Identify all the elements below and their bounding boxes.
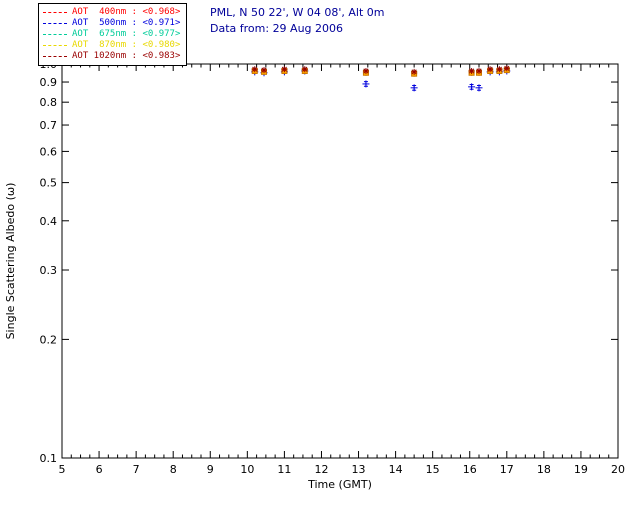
svg-text:0.6: 0.6 xyxy=(40,145,58,158)
svg-text:13: 13 xyxy=(352,463,366,476)
legend-label: AOT 500nm : <0.971> xyxy=(72,18,181,28)
legend-entry: AOT 500nm : <0.971> xyxy=(43,18,180,29)
svg-text:5: 5 xyxy=(59,463,66,476)
legend-entry: AOT 1020nm : <0.983> xyxy=(43,51,180,62)
svg-text:18: 18 xyxy=(537,463,551,476)
svg-text:0.2: 0.2 xyxy=(40,333,58,346)
plot-header: PML, N 50 22', W 04 08', Alt 0m Data fro… xyxy=(210,5,384,37)
legend-label: AOT 870nm : <0.980> xyxy=(72,40,181,50)
legend-line-sample-icon xyxy=(43,12,67,13)
legend-line-sample-icon xyxy=(43,45,67,46)
svg-text:19: 19 xyxy=(574,463,588,476)
svg-text:0.3: 0.3 xyxy=(40,264,58,277)
svg-text:11: 11 xyxy=(277,463,291,476)
legend-label: AOT 400nm : <0.968> xyxy=(72,7,181,17)
header-location: PML, N 50 22', W 04 08', Alt 0m xyxy=(210,6,385,19)
svg-text:0.7: 0.7 xyxy=(40,119,58,132)
legend-line-sample-icon xyxy=(43,56,67,57)
svg-text:0.8: 0.8 xyxy=(40,96,58,109)
svg-text:12: 12 xyxy=(314,463,328,476)
svg-text:0.9: 0.9 xyxy=(40,76,58,89)
y-axis-title: Single Scattering Albedo (ω) xyxy=(4,183,17,340)
svg-text:14: 14 xyxy=(389,463,403,476)
legend-label: AOT 1020nm : <0.983> xyxy=(72,51,181,61)
svg-text:6: 6 xyxy=(96,463,103,476)
legend-line-sample-icon xyxy=(43,34,67,35)
svg-text:0.1: 0.1 xyxy=(40,452,58,465)
svg-text:20: 20 xyxy=(611,463,625,476)
svg-text:10: 10 xyxy=(240,463,254,476)
x-axis-title: Time (GMT) xyxy=(307,478,372,491)
svg-text:17: 17 xyxy=(500,463,514,476)
header-date: Data from: 29 Aug 2006 xyxy=(210,22,344,35)
legend-entry: AOT 870nm : <0.980> xyxy=(43,40,180,51)
svg-text:8: 8 xyxy=(170,463,177,476)
svg-text:9: 9 xyxy=(207,463,214,476)
svg-text:7: 7 xyxy=(133,463,140,476)
svg-text:0.5: 0.5 xyxy=(40,177,58,190)
legend-label: AOT 675nm : <0.977> xyxy=(72,29,181,39)
svg-text:15: 15 xyxy=(426,463,440,476)
svg-text:0.4: 0.4 xyxy=(40,215,58,228)
legend-line-sample-icon xyxy=(43,23,67,24)
legend-entry: AOT 400nm : <0.968> xyxy=(43,7,180,18)
legend-box: AOT 400nm : <0.968> AOT 500nm : <0.971> AO… xyxy=(38,3,188,66)
legend-entry: AOT 675nm : <0.977> xyxy=(43,29,180,40)
svg-text:16: 16 xyxy=(463,463,477,476)
plot-axes-and-data: 5678910111213141516171819201.00.90.80.70… xyxy=(40,58,626,476)
